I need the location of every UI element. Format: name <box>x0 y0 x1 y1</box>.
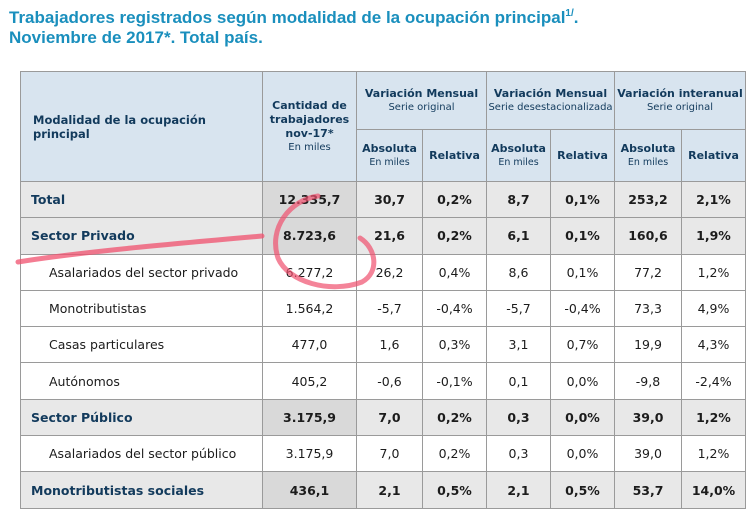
table-row: Monotributistas sociales 436,1 2,1 0,5% … <box>20 471 746 509</box>
table-row: Monotributistas 1.564,2 -5,7 -0,4% -5,7 … <box>20 289 746 328</box>
cell-mensual-relativa: -0,1% <box>422 362 487 400</box>
table-row: Sector Público 3.175,9 7,0 0,2% 0,3 0,0%… <box>20 398 746 437</box>
data-table-container: Modalidad de la ocupación principal Cant… <box>20 71 746 509</box>
cell-mensual-relativa: -0,4% <box>422 289 487 328</box>
row-label: Casas particulares <box>20 326 263 364</box>
cell-mensual-relativa: 0,2% <box>422 217 487 255</box>
header-var-mensual-desest: Variación Mensual Serie desestacionaliza… <box>486 71 615 130</box>
cell-interanual-relativa: 1,2% <box>681 435 746 473</box>
row-label: Monotributistas <box>20 289 263 328</box>
cell-interanual-absoluta: 19,9 <box>614 326 682 364</box>
cell-interanual-absoluta: 53,7 <box>614 471 682 509</box>
cell-desest-absoluta: 6,1 <box>486 217 551 255</box>
cell-interanual-absoluta: -9,8 <box>614 362 682 400</box>
cell-cantidad: 1.564,2 <box>262 289 357 328</box>
cell-desest-relativa: 0,7% <box>550 326 615 364</box>
cell-interanual-relativa: 1,2% <box>681 398 746 437</box>
cell-cantidad: 3.175,9 <box>262 435 357 473</box>
title-line-1: Trabajadores registrados según modalidad… <box>9 8 579 27</box>
cell-interanual-absoluta: 39,0 <box>614 398 682 437</box>
header-relativa: Relativa <box>550 129 615 182</box>
cell-interanual-relativa: 2,1% <box>681 180 746 219</box>
cell-cantidad: 405,2 <box>262 362 357 400</box>
table-row: Total 12.335,7 30,7 0,2% 8,7 0,1% 253,2 … <box>20 180 746 219</box>
cell-interanual-relativa: 14,0% <box>681 471 746 509</box>
cell-cantidad: 12.335,7 <box>262 180 357 219</box>
cell-interanual-absoluta: 77,2 <box>614 253 682 291</box>
cell-mensual-absoluta: 1,6 <box>356 326 423 364</box>
cell-mensual-relativa: 0,2% <box>422 398 487 437</box>
cell-mensual-absoluta: 7,0 <box>356 435 423 473</box>
data-table: Modalidad de la ocupación principal Cant… <box>20 71 746 509</box>
cell-mensual-absoluta: -5,7 <box>356 289 423 328</box>
table-row: Asalariados del sector público 3.175,9 7… <box>20 435 746 473</box>
cell-desest-relativa: 0,0% <box>550 435 615 473</box>
row-label: Asalariados del sector privado <box>20 253 263 291</box>
cell-desest-relativa: 0,5% <box>550 471 615 509</box>
cell-mensual-relativa: 0,3% <box>422 326 487 364</box>
cell-desest-absoluta: 0,3 <box>486 398 551 437</box>
cell-cantidad: 6.277,2 <box>262 253 357 291</box>
header-cantidad: Cantidad de trabajadores nov-17* En mile… <box>262 71 357 182</box>
cell-interanual-absoluta: 160,6 <box>614 217 682 255</box>
header-modalidad: Modalidad de la ocupación principal <box>20 71 263 182</box>
header-var-interanual: Variación interanual Serie original <box>614 71 746 130</box>
cell-desest-relativa: -0,4% <box>550 289 615 328</box>
cell-desest-absoluta: 8,7 <box>486 180 551 219</box>
table-row: Autónomos 405,2 -0,6 -0,1% 0,1 0,0% -9,8… <box>20 362 746 400</box>
row-label: Total <box>20 180 263 219</box>
header-absoluta: Absoluta En miles <box>486 129 551 182</box>
cell-cantidad: 8.723,6 <box>262 217 357 255</box>
cell-mensual-relativa: 0,2% <box>422 435 487 473</box>
table-row: Casas particulares 477,0 1,6 0,3% 3,1 0,… <box>20 326 746 364</box>
title-footnote: 1/ <box>565 8 574 19</box>
row-label: Sector Privado <box>20 217 263 255</box>
cell-desest-relativa: 0,0% <box>550 362 615 400</box>
cell-desest-absoluta: 8,6 <box>486 253 551 291</box>
page-title: Trabajadores registrados según modalidad… <box>9 8 744 48</box>
cell-interanual-relativa: 1,2% <box>681 253 746 291</box>
row-label: Asalariados del sector público <box>20 435 263 473</box>
cell-desest-relativa: 0,1% <box>550 253 615 291</box>
cell-desest-absoluta: -5,7 <box>486 289 551 328</box>
cell-mensual-absoluta: 7,0 <box>356 398 423 437</box>
header-absoluta: Absoluta En miles <box>614 129 682 182</box>
cell-cantidad: 436,1 <box>262 471 357 509</box>
table-row: Asalariados del sector privado 6.277,2 2… <box>20 253 746 291</box>
cell-interanual-absoluta: 253,2 <box>614 180 682 219</box>
header-absoluta: Absoluta En miles <box>356 129 423 182</box>
cell-cantidad: 3.175,9 <box>262 398 357 437</box>
cell-desest-absoluta: 0,3 <box>486 435 551 473</box>
cell-desest-absoluta: 2,1 <box>486 471 551 509</box>
cell-interanual-absoluta: 73,3 <box>614 289 682 328</box>
cell-mensual-relativa: 0,4% <box>422 253 487 291</box>
row-label: Autónomos <box>20 362 263 400</box>
cell-mensual-absoluta: 30,7 <box>356 180 423 219</box>
cell-desest-relativa: 0,0% <box>550 398 615 437</box>
header-var-mensual: Variación Mensual Serie original <box>356 71 487 130</box>
cell-mensual-absoluta: 2,1 <box>356 471 423 509</box>
cell-mensual-relativa: 0,5% <box>422 471 487 509</box>
cell-interanual-absoluta: 39,0 <box>614 435 682 473</box>
cell-desest-absoluta: 3,1 <box>486 326 551 364</box>
cell-interanual-relativa: 1,9% <box>681 217 746 255</box>
cell-cantidad: 477,0 <box>262 326 357 364</box>
table-row: Sector Privado 8.723,6 21,6 0,2% 6,1 0,1… <box>20 217 746 255</box>
title-line-2: Noviembre de 2017*. Total país. <box>9 28 263 47</box>
header-relativa: Relativa <box>681 129 746 182</box>
cell-desest-absoluta: 0,1 <box>486 362 551 400</box>
cell-desest-relativa: 0,1% <box>550 217 615 255</box>
cell-desest-relativa: 0,1% <box>550 180 615 219</box>
cell-mensual-absoluta: -0,6 <box>356 362 423 400</box>
cell-interanual-relativa: -2,4% <box>681 362 746 400</box>
cell-interanual-relativa: 4,3% <box>681 326 746 364</box>
row-label: Sector Público <box>20 398 263 437</box>
cell-mensual-absoluta: 26,2 <box>356 253 423 291</box>
cell-mensual-relativa: 0,2% <box>422 180 487 219</box>
cell-interanual-relativa: 4,9% <box>681 289 746 328</box>
header-relativa: Relativa <box>422 129 487 182</box>
row-label: Monotributistas sociales <box>20 471 263 509</box>
cell-mensual-absoluta: 21,6 <box>356 217 423 255</box>
